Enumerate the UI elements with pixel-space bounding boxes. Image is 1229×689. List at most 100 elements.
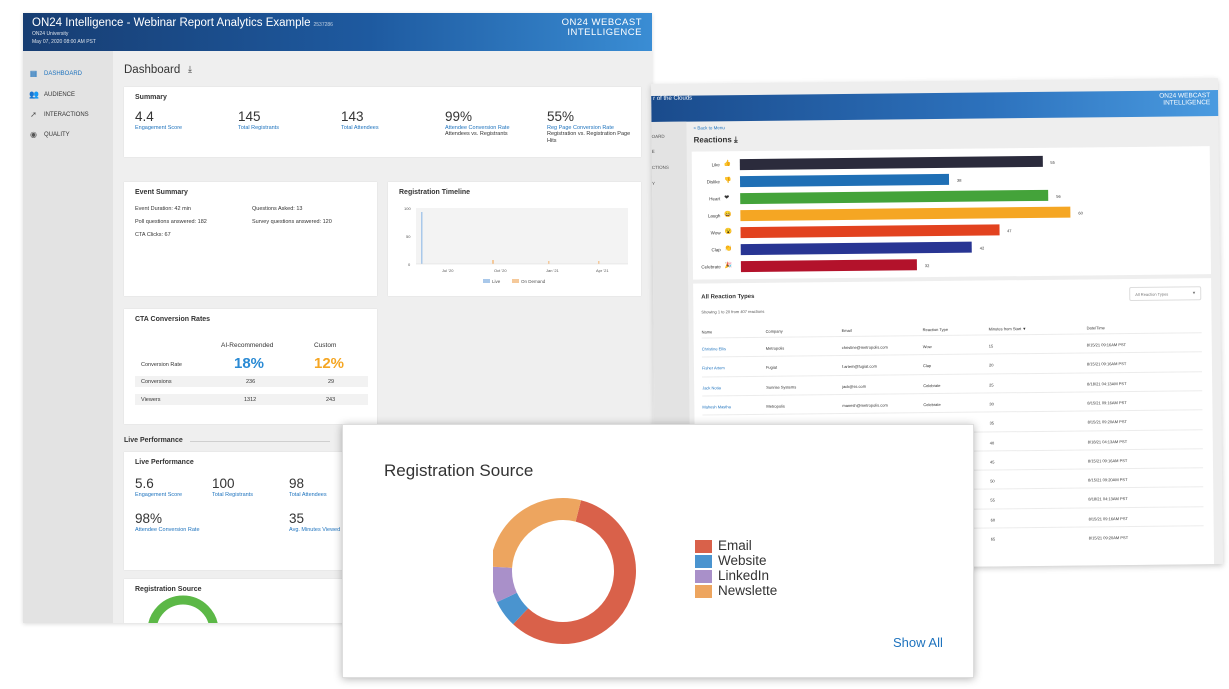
data-label: 47 (1007, 228, 1012, 234)
cell-name[interactable]: Mahesh Mastha (702, 404, 731, 410)
cell-company: Sunrise Systems (766, 384, 797, 390)
sidebar-item-quality[interactable]: ◉ QUALITY (29, 130, 70, 139)
brand-logo: ON24 WEBCAST INTELLIGENCE (561, 17, 642, 38)
y-tick: 0 (408, 262, 411, 267)
metric-total-attendees: 143 Total Attendees (341, 109, 379, 131)
sidebar-item-interactions[interactable]: CTIONS (651, 164, 669, 170)
col-header-datetime[interactable]: Date/Time (1086, 325, 1105, 331)
download-icon[interactable]: ⤓ (188, 64, 192, 74)
donut-slice-linkedin[interactable] (493, 566, 518, 603)
cell-minutes: 65 (990, 536, 996, 542)
divider (190, 441, 330, 442)
cell-company: Metropolis (766, 403, 785, 409)
bar[interactable] (739, 173, 950, 188)
col-header-minutes[interactable]: Minutes from Start ▼ (988, 326, 1027, 332)
sidebar-item-label: INTERACTIONS (44, 111, 89, 118)
live-spike (421, 212, 423, 264)
cell-type: Celebrate (923, 382, 941, 388)
ai-conversion-rate: 18% (234, 355, 265, 372)
sidebar-item-audience[interactable]: E (651, 148, 655, 154)
bar[interactable] (739, 155, 1043, 171)
donut-slice-website[interactable] (496, 592, 529, 625)
report-title: ON24 Intelligence - Webinar Report Analy… (32, 17, 333, 29)
legend-item-website[interactable]: Website (695, 554, 767, 568)
cell-name[interactable]: Fisher Artem (701, 365, 725, 371)
cell-type: Celebrate (923, 401, 941, 408)
sidebar-item-dashboard[interactable]: OARD (651, 133, 665, 139)
cell-name[interactable]: Christine Ellis (701, 346, 727, 352)
col-ai-header: AI-Recommended (221, 342, 274, 349)
reaction-type-filter[interactable]: All Reaction Types (1129, 286, 1202, 302)
col-custom-header: Custom (314, 342, 337, 349)
cell-minutes: 15 (988, 343, 994, 349)
cell-minutes: 20 (988, 362, 994, 368)
col-header-reaction-type[interactable]: Reaction Type (922, 326, 949, 333)
bar[interactable] (740, 241, 972, 256)
page-title: Dashboard (124, 64, 181, 76)
legend-swatch (695, 569, 712, 583)
sidebar-item-audience[interactable]: 👥 AUDIENCE (29, 90, 75, 99)
reactions-header: r of the Clouds ON24 WEBCAST INTELLIGENC… (651, 90, 1219, 122)
registration-timeline-card: Registration Timeline 100 50 0 Jul '20 O… (388, 182, 641, 296)
x-tick: Oct '20 (494, 268, 507, 273)
card-title: Registration Source (135, 586, 202, 593)
card-title: CTA Conversion Rates (135, 316, 211, 323)
sidebar-item-interactions[interactable]: ➚ INTERACTIONS (29, 110, 89, 119)
card-title: Live Performance (135, 459, 194, 466)
col-header-name[interactable]: Name (701, 329, 713, 335)
category-label: Heart (709, 196, 721, 202)
questions-asked: Questions Asked: 13 (252, 206, 303, 212)
summary-card: Summary 4.4 Engagement Score 145 Total R… (124, 87, 641, 157)
survey-answered: Survey questions answered: 120 (252, 219, 332, 225)
cell-name[interactable]: Jack Notia (702, 384, 721, 391)
registration-source-window: Registration Source Email Website Linked… (342, 424, 974, 678)
legend-swatch (695, 539, 712, 553)
bar[interactable] (740, 224, 1000, 239)
bar[interactable] (740, 206, 1071, 222)
sidebar-item-quality[interactable]: Y (652, 180, 656, 186)
cell-company: Fugiat (765, 364, 778, 371)
legend-item-newsletter[interactable]: Newslette (695, 584, 777, 598)
legend-on-demand: On Demand (521, 279, 546, 284)
sidebar-item-dashboard[interactable]: ▦ DASHBOARD (29, 69, 82, 78)
metric-live-registrants: 100 Total Registrants (212, 476, 253, 498)
reaction-emoji-icon: 👎 (723, 178, 732, 185)
plot-area (416, 208, 628, 264)
org-name: ON24 University (32, 31, 69, 37)
metric-avg-minutes: 35 Avg. Minutes Viewed (289, 511, 341, 533)
donut-slice-email[interactable] (513, 500, 636, 644)
cell-minutes: 40 (989, 439, 995, 445)
col-header-company[interactable]: Company (765, 328, 783, 334)
show-all-link[interactable]: Show All (893, 635, 943, 650)
metric-live-engagement: 5.6 Engagement Score (135, 476, 183, 498)
x-tick: Jul '20 (442, 268, 454, 273)
download-icon[interactable]: ⤓ (734, 135, 738, 145)
legend-label: Email (718, 538, 752, 553)
legend-item-linkedin[interactable]: LinkedIn (695, 569, 769, 583)
col-header-email[interactable]: Email (841, 327, 852, 334)
cta-clicks: CTA Clicks: 67 (135, 232, 171, 238)
metric-live-attendees: 98 Total Attendees (289, 476, 327, 498)
bar[interactable] (740, 189, 1049, 205)
dashboard-window: ON24 Intelligence - Webinar Report Analy… (23, 13, 652, 623)
category-label: Dislike (706, 179, 721, 185)
metric-attendee-conversion: 99% Attendee Conversion Rate Attendees v… (445, 109, 510, 137)
reaction-emoji-icon: 😮 (724, 229, 733, 236)
cell-date: 8/15/21 09:16AM PST (1088, 515, 1128, 522)
legend-swatch (695, 584, 712, 598)
x-tick: Apr '21 (596, 268, 609, 273)
section-title: Live Performance (124, 437, 183, 444)
back-to-menu-link[interactable]: < Back to Menu (693, 125, 725, 131)
data-label: 38 (956, 177, 962, 183)
sidebar-item-label: AUDIENCE (44, 91, 76, 98)
legend-item-email[interactable]: Email (695, 539, 752, 553)
on-demand-bump (548, 261, 550, 264)
reaction-emoji-icon: 😄 (724, 212, 732, 219)
table-row: Conversions 236 29 (135, 376, 368, 387)
donut-slice-newslette[interactable] (493, 498, 582, 569)
bar[interactable] (740, 259, 917, 273)
sidebar-item-label: DASHBOARD (44, 70, 83, 77)
y-tick: 100 (404, 206, 411, 211)
event-date: May 07, 2020 08:00 AM PST (32, 39, 96, 45)
